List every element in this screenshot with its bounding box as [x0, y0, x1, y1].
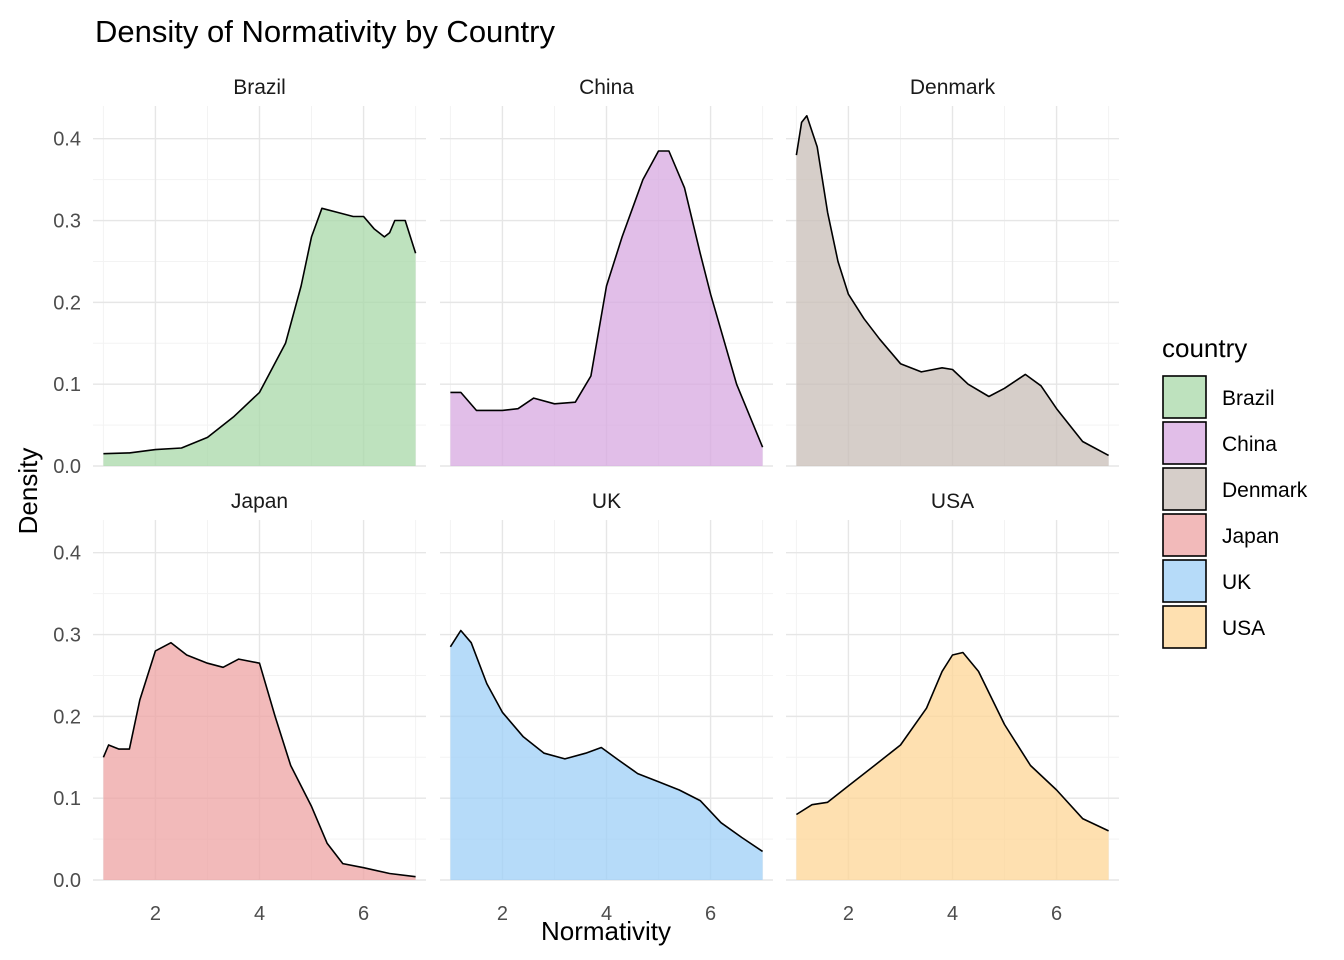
density-area-uk: [450, 630, 763, 880]
x-tick-label: 2: [497, 903, 508, 925]
legend-key: [1162, 467, 1207, 511]
facet-panel-usa: USA 2 4 6: [786, 490, 1119, 925]
density-line-usa: [795, 651, 1109, 832]
legend-title: country: [1162, 333, 1247, 363]
y-tick-label: 0.2: [53, 292, 81, 314]
facet-panel-china: China: [440, 76, 773, 467]
x-tick-label: 4: [601, 903, 612, 925]
legend-label: Japan: [1222, 525, 1279, 548]
legend-item-usa: USA: [1162, 605, 1265, 649]
legend-item-uk: UK: [1162, 559, 1251, 603]
legend-item-japan: Japan: [1162, 513, 1279, 557]
density-line-japan: [102, 641, 416, 878]
x-tick-label: 6: [358, 903, 369, 925]
legend-item-brazil: Brazil: [1162, 375, 1275, 419]
legend-label: China: [1222, 433, 1277, 456]
legend-key: [1162, 559, 1207, 603]
facet-panel-uk: UK 2 4 6: [440, 490, 773, 925]
facet-label: Denmark: [910, 76, 996, 99]
density-area-usa: [796, 652, 1109, 880]
density-line-uk: [449, 629, 764, 853]
chart-title: Density of Normativity by Country: [95, 14, 555, 49]
x-tick-label: 2: [843, 903, 854, 925]
density-area-china: [450, 151, 763, 466]
legend: country Brazil China Denmark Japan UK USA: [1162, 333, 1308, 649]
x-tick-label: 2: [150, 903, 161, 925]
y-axis-label: Density: [13, 448, 43, 535]
y-tick-label: 0.0: [53, 870, 81, 892]
facet-label: Japan: [231, 490, 288, 513]
facet-panels: Brazil 0.0 0.1 0.2 0.3 0.4 China Denmark Japan 0.…: [53, 76, 1119, 925]
facet-label: UK: [592, 490, 621, 513]
y-tick-label: 0.4: [53, 129, 81, 151]
x-tick-label: 4: [947, 903, 958, 925]
facet-panel-brazil: Brazil 0.0 0.1 0.2 0.3 0.4: [53, 76, 426, 478]
density-area-brazil: [103, 208, 416, 467]
legend-label: USA: [1222, 617, 1265, 640]
facet-label: China: [579, 76, 634, 99]
y-tick-label: 0.2: [53, 706, 81, 728]
legend-key: [1162, 605, 1207, 649]
legend-key: [1162, 375, 1207, 419]
legend-key: [1162, 421, 1207, 465]
facet-label: Brazil: [233, 76, 286, 99]
y-tick-label: 0.3: [53, 625, 81, 647]
x-tick-label: 6: [705, 903, 716, 925]
legend-item-china: China: [1162, 421, 1277, 465]
legend-label: Brazil: [1222, 387, 1275, 410]
y-tick-label: 0.1: [53, 374, 81, 396]
density-area-japan: [103, 642, 416, 880]
legend-label: UK: [1222, 571, 1251, 594]
y-tick-label: 0.4: [53, 543, 81, 565]
density-line-brazil: [103, 207, 417, 455]
density-line-denmark: [795, 115, 1109, 457]
x-tick-label: 6: [1051, 903, 1062, 925]
y-tick-label: 0.3: [53, 211, 81, 233]
legend-item-denmark: Denmark: [1162, 467, 1308, 511]
facet-label: USA: [931, 490, 974, 513]
y-tick-label: 0.1: [53, 788, 81, 810]
density-line-china: [450, 150, 764, 448]
legend-items: Brazil China Denmark Japan UK USA: [1162, 375, 1308, 649]
x-tick-label: 4: [254, 903, 265, 925]
legend-key: [1162, 513, 1207, 557]
facet-panel-denmark: Denmark: [786, 76, 1119, 467]
x-axis-label: Normativity: [541, 916, 671, 946]
legend-label: Denmark: [1222, 479, 1308, 502]
facet-panel-japan: Japan 0.0 0.1 0.2 0.3 0.4 2 4 6: [53, 490, 426, 925]
y-tick-label: 0.0: [53, 456, 81, 478]
